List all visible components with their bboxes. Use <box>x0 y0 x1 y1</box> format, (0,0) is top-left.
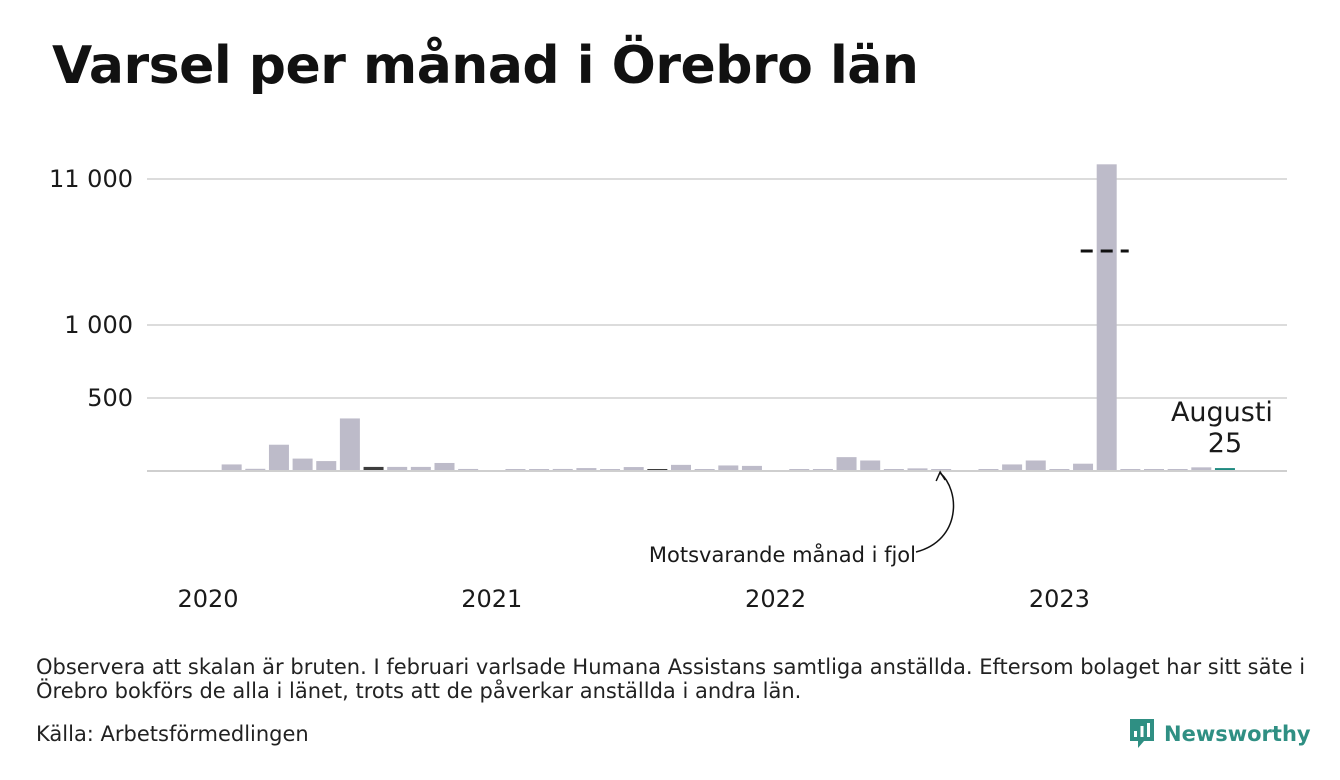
bar-2020-10 <box>410 466 431 471</box>
bar-2023-02 <box>1073 463 1094 471</box>
bar-2021-07 <box>623 467 644 471</box>
bar-2022-05 <box>860 460 881 471</box>
bar-2022-04 <box>836 457 857 471</box>
chart-title: Varsel per månad i Örebro län <box>52 36 919 96</box>
x-tick-label: 2020 <box>177 585 238 613</box>
bar-2022-11 <box>1002 464 1023 471</box>
annotation-current-value: 25 <box>1208 428 1242 459</box>
bars <box>221 164 1235 471</box>
y-tick-label: 11 000 <box>49 165 133 193</box>
bar-2020-12 <box>458 468 479 471</box>
bar-2023-08 <box>1214 468 1235 471</box>
y-axis-ticks: 11 000 1 000 500 <box>49 165 133 412</box>
newsworthy-brand[interactable]: Newsworthy <box>1128 717 1311 751</box>
bar-2020-08 <box>363 466 384 471</box>
bar-2021-09 <box>671 464 691 471</box>
annotation-arrowhead <box>935 470 946 482</box>
annotation-same-month-last-year: Motsvarande månad i fjol <box>649 542 916 567</box>
annotation-current-month: Augusti <box>1171 397 1273 428</box>
bar-2020-09 <box>387 466 408 471</box>
bar-2021-04 <box>552 468 573 471</box>
x-tick-label: 2022 <box>745 585 806 613</box>
annotation-arrow <box>915 472 955 553</box>
bar-2022-07 <box>907 468 928 471</box>
bar-2023-03 <box>1096 164 1117 471</box>
y-tick-label: 500 <box>87 384 133 412</box>
bar-2020-02 <box>221 464 242 471</box>
bar-2023-07 <box>1191 467 1212 471</box>
y-tick-label: 1 000 <box>64 311 133 339</box>
source-credit: Källa: Arbetsförmedlingen <box>36 722 309 746</box>
footnote: Observera att skalan är bruten. I februa… <box>36 655 1306 703</box>
bar-2020-07 <box>339 418 360 471</box>
x-tick-label: 2021 <box>461 585 522 613</box>
brand-name: Newsworthy <box>1164 722 1311 746</box>
bar-2020-05 <box>292 458 313 471</box>
x-axis-ticks: 2020 2021 2022 2023 <box>177 585 1089 613</box>
x-tick-label: 2023 <box>1029 585 1090 613</box>
bar-2020-03 <box>245 468 266 471</box>
bar-2020-06 <box>316 461 337 471</box>
bar-2020-04 <box>268 444 289 471</box>
bar-2022-12 <box>1025 460 1046 471</box>
bar-2021-11 <box>718 465 739 471</box>
newsworthy-chart-bubble-icon <box>1130 719 1154 748</box>
bar-2020-11 <box>434 462 455 471</box>
bar-2021-05 <box>576 468 597 471</box>
bar-2021-12 <box>741 465 762 471</box>
